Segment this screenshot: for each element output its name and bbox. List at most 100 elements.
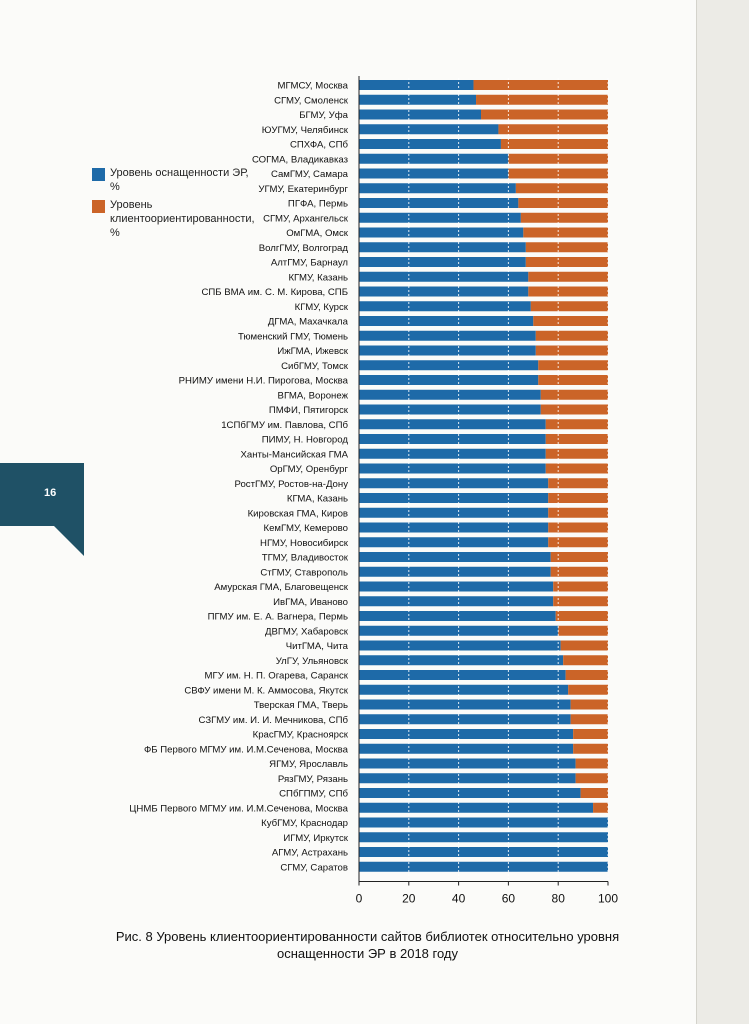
bar-client [525,242,608,253]
figure-caption: Рис. 8 Уровень клиентоориентированности … [115,929,620,961]
chart-legend: Уровень оснащенности ЭР, % Уровень клиен… [92,166,255,244]
category-label: РостГМУ, Ростов-на-Дону [234,479,348,490]
category-label: СПХФА, СПб [290,140,349,151]
bar-equipment [359,581,554,592]
bar-client [473,80,608,90]
page-tab-fold [54,526,84,556]
category-label: БГМУ, Уфа [299,110,348,121]
category-label: КГМА, Казань [287,494,348,505]
category-label: РНИМУ имени Н.И. Пирогова, Москва [179,376,349,387]
bar-equipment [359,699,571,710]
category-label: СГМУ, Архангельск [263,213,349,224]
category-label: КГМУ, Курск [295,302,349,313]
category-label: ОмГМА, Омск [286,228,349,239]
category-label: Тюменский ГМУ, Тюмень [238,331,348,342]
bar-client [525,257,608,267]
bar-equipment [359,109,482,120]
bar-client [528,286,608,297]
category-label: КемГМУ, Кемерово [264,523,349,534]
bar-client [540,404,608,415]
bar-client [593,802,608,813]
bar-client [550,552,608,562]
category-label: СГМУ, Саратов [280,862,348,873]
category-label: ЦНМБ Первого МГМУ им. И.М.Сеченова, Моск… [129,803,348,814]
x-tick-label: 100 [598,892,618,906]
bar-client [558,625,608,636]
bar-equipment [359,345,536,356]
bar-equipment [359,168,509,179]
category-label: ЯГМУ, Ярославль [269,759,348,770]
bar-equipment [359,655,564,666]
bar-equipment [359,640,561,651]
bar-equipment [359,212,521,223]
category-label: ВолгГМУ, Волгоград [259,243,349,254]
category-label: УГМУ, Екатеринбург [258,184,348,195]
category-label: ИвГМА, Иваново [273,597,348,608]
category-label: УлГУ, Ульяновск [276,656,349,667]
x-tick-label: 0 [356,892,363,906]
bar-equipment [359,714,571,725]
bar-client [518,198,608,208]
category-label: МГУ им. Н. П. Огарева, Саранск [205,671,349,682]
next-page-edge [696,0,749,1024]
bar-client [523,227,608,238]
bar-client [553,581,608,592]
bar-equipment [359,773,576,784]
category-label: СтГМУ, Ставрополь [260,567,348,578]
category-label: СамГМУ, Самара [271,169,349,180]
bar-client [560,640,608,651]
x-tick-label: 40 [452,892,466,906]
category-label: ЧитГМА, Чита [286,641,349,652]
category-label: СВФУ имени М. К. Аммосова, Якутск [184,685,348,696]
category-label: ТГМУ, Владивосток [262,553,349,564]
bar-equipment [359,729,574,739]
category-label: ДГМА, Махачкала [268,317,349,328]
category-label: СибГМУ, Томск [281,361,349,372]
category-label: АГМУ, Астрахань [272,848,348,859]
bar-client [575,773,608,784]
bar-equipment [359,301,531,312]
legend-swatch-client [92,200,105,213]
bar-equipment [359,847,608,857]
bar-equipment [359,537,549,548]
legend-item-client: Уровень клиентоориентированности, % [92,198,255,240]
bar-equipment [359,861,608,872]
bar-equipment [359,832,608,843]
bar-equipment [359,286,529,297]
bar-client [530,301,608,312]
bar-client [538,375,608,385]
category-label: СПбГПМУ, СПб [279,789,348,800]
bar-client [515,183,608,194]
bar-client [508,168,608,179]
bar-client [553,596,608,607]
bar-equipment [359,566,551,577]
bar-equipment [359,139,501,149]
bar-equipment [359,94,477,105]
bar-client [540,389,608,400]
category-label: ФБ Первого МГМУ им. И.М.Сеченова, Москва [144,744,349,755]
bar-equipment [359,493,549,503]
bar-client [545,434,608,444]
category-label: Амурская ГМА, Благовещенск [214,582,349,593]
bar-equipment [359,360,539,371]
bar-equipment [359,478,549,489]
category-label: ИжГМА, Ижевск [277,346,348,357]
category-label: ДВГМУ, Хабаровск [265,626,349,637]
bar-equipment [359,448,546,459]
bar-equipment [359,507,549,518]
category-label: АлтГМУ, Барнаул [271,258,348,269]
category-label: ВГМА, Воронеж [278,390,349,401]
legend-label-client: Уровень клиентоориентированности, % [110,199,255,239]
bar-client [548,507,608,518]
legend-label-equipment: Уровень оснащенности ЭР, % [110,167,249,193]
legend-swatch-equipment [92,168,105,181]
bar-equipment [359,404,541,415]
bar-client [548,493,608,503]
category-label: Кировская ГМА, Киров [248,508,348,519]
bar-equipment [359,419,546,430]
bar-client [520,212,608,223]
bar-equipment [359,758,576,769]
bar-client [573,729,608,739]
category-label: Тверская ГМА, Тверь [254,700,348,711]
